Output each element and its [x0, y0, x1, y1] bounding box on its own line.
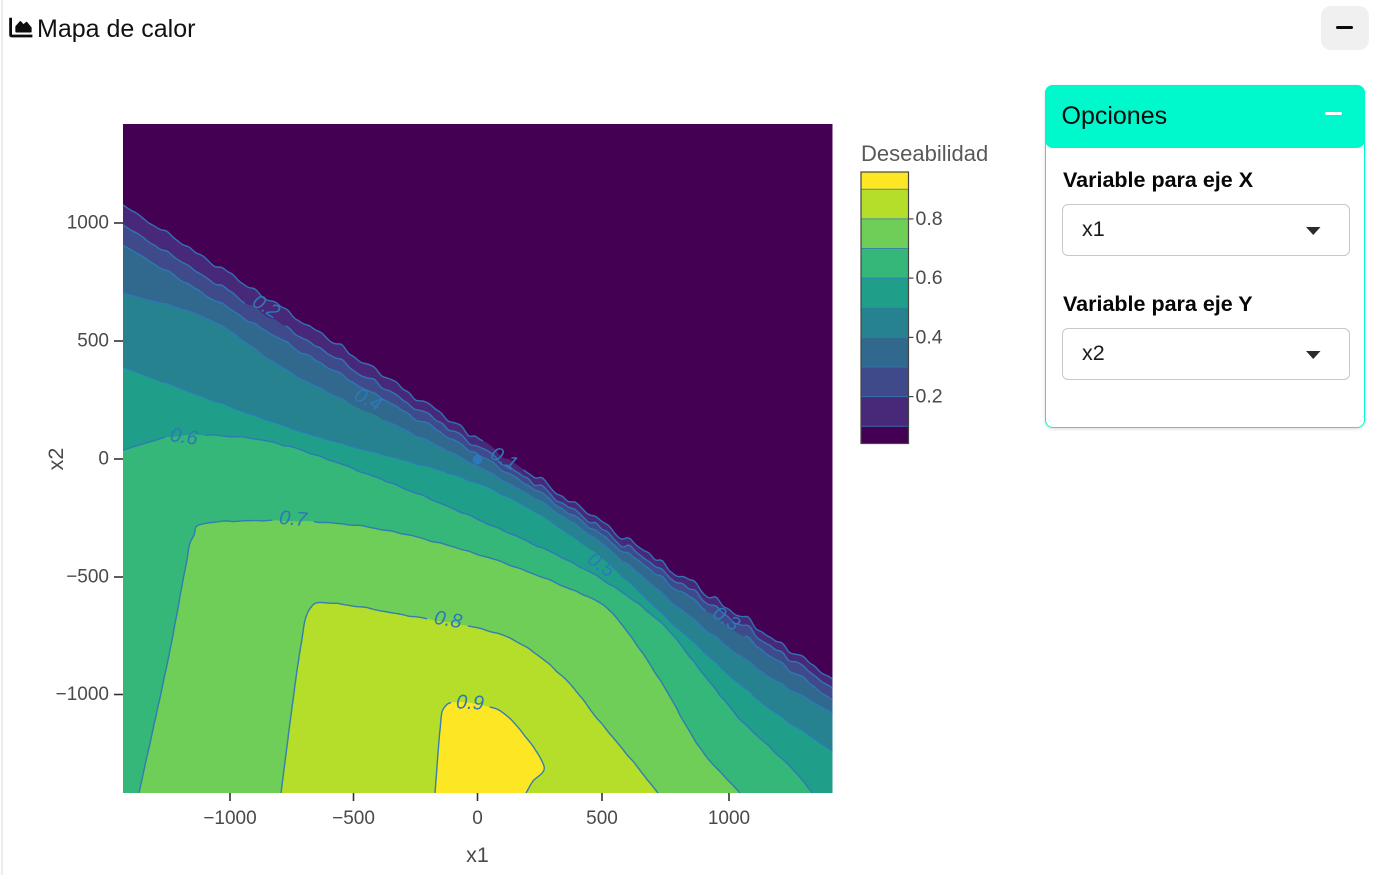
svg-text:0: 0 [472, 808, 483, 829]
svg-text:−500: −500 [332, 808, 375, 829]
svg-text:0.6: 0.6 [169, 424, 200, 450]
svg-text:Deseabilidad: Deseabilidad [861, 141, 988, 166]
svg-text:x1: x1 [466, 843, 489, 867]
svg-text:−1000: −1000 [56, 684, 109, 705]
svg-text:0.8: 0.8 [432, 607, 463, 633]
svg-text:x2: x2 [44, 448, 68, 471]
svg-text:0.7: 0.7 [278, 507, 308, 531]
svg-text:500: 500 [586, 808, 618, 829]
svg-text:0: 0 [98, 449, 109, 470]
svg-text:0.6: 0.6 [916, 267, 943, 289]
svg-text:−500: −500 [66, 567, 109, 588]
svg-text:0.2: 0.2 [916, 386, 943, 408]
svg-text:1000: 1000 [67, 213, 109, 234]
svg-text:−1000: −1000 [203, 808, 256, 829]
svg-text:0.8: 0.8 [916, 208, 943, 230]
svg-text:500: 500 [77, 331, 109, 352]
svg-text:0.4: 0.4 [916, 326, 943, 348]
svg-text:1000: 1000 [708, 808, 750, 829]
svg-text:0.9: 0.9 [456, 691, 485, 714]
